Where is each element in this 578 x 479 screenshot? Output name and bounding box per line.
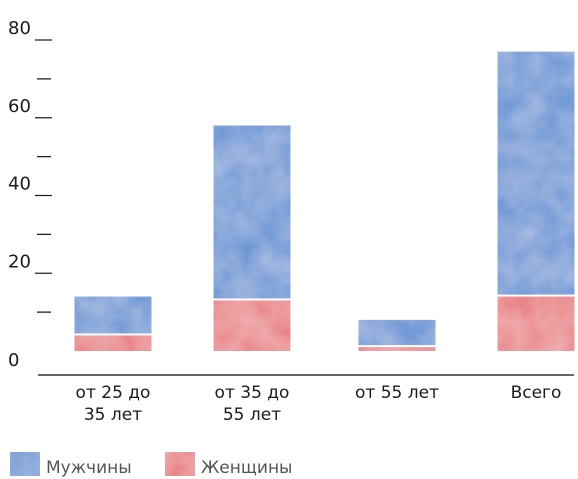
bar-men-3 xyxy=(497,51,575,295)
y-tick-label: 20 xyxy=(8,251,31,272)
bar-women-3 xyxy=(497,296,575,351)
y-axis: 0 20 40 60 80 xyxy=(8,18,52,371)
category-label: от 55 лет xyxy=(355,383,439,403)
category-label: 55 лет xyxy=(223,405,281,425)
legend-swatch-women xyxy=(165,452,195,476)
bar-men-2 xyxy=(358,319,436,346)
bar-men-0 xyxy=(74,296,152,334)
bar-men-1 xyxy=(213,125,291,299)
bar-women-0 xyxy=(74,335,152,351)
category-label: 35 лет xyxy=(84,405,142,425)
category-label: от 35 до xyxy=(215,383,290,403)
bars-group xyxy=(74,51,575,351)
legend-swatch-men xyxy=(10,452,40,476)
legend-label-women: Женщины xyxy=(201,458,292,478)
legend: Мужчины Женщины xyxy=(10,452,292,478)
y-tick-label: 60 xyxy=(8,96,31,117)
legend-label-men: Мужчины xyxy=(46,458,132,478)
category-label: Всего xyxy=(511,383,562,403)
category-label: от 25 до xyxy=(76,383,151,403)
y-tick-label: 80 xyxy=(8,18,31,39)
bar-women-2 xyxy=(358,347,436,351)
y-tick-label: 40 xyxy=(8,174,31,195)
y-tick-label: 0 xyxy=(8,350,19,371)
bar-women-1 xyxy=(213,300,291,351)
